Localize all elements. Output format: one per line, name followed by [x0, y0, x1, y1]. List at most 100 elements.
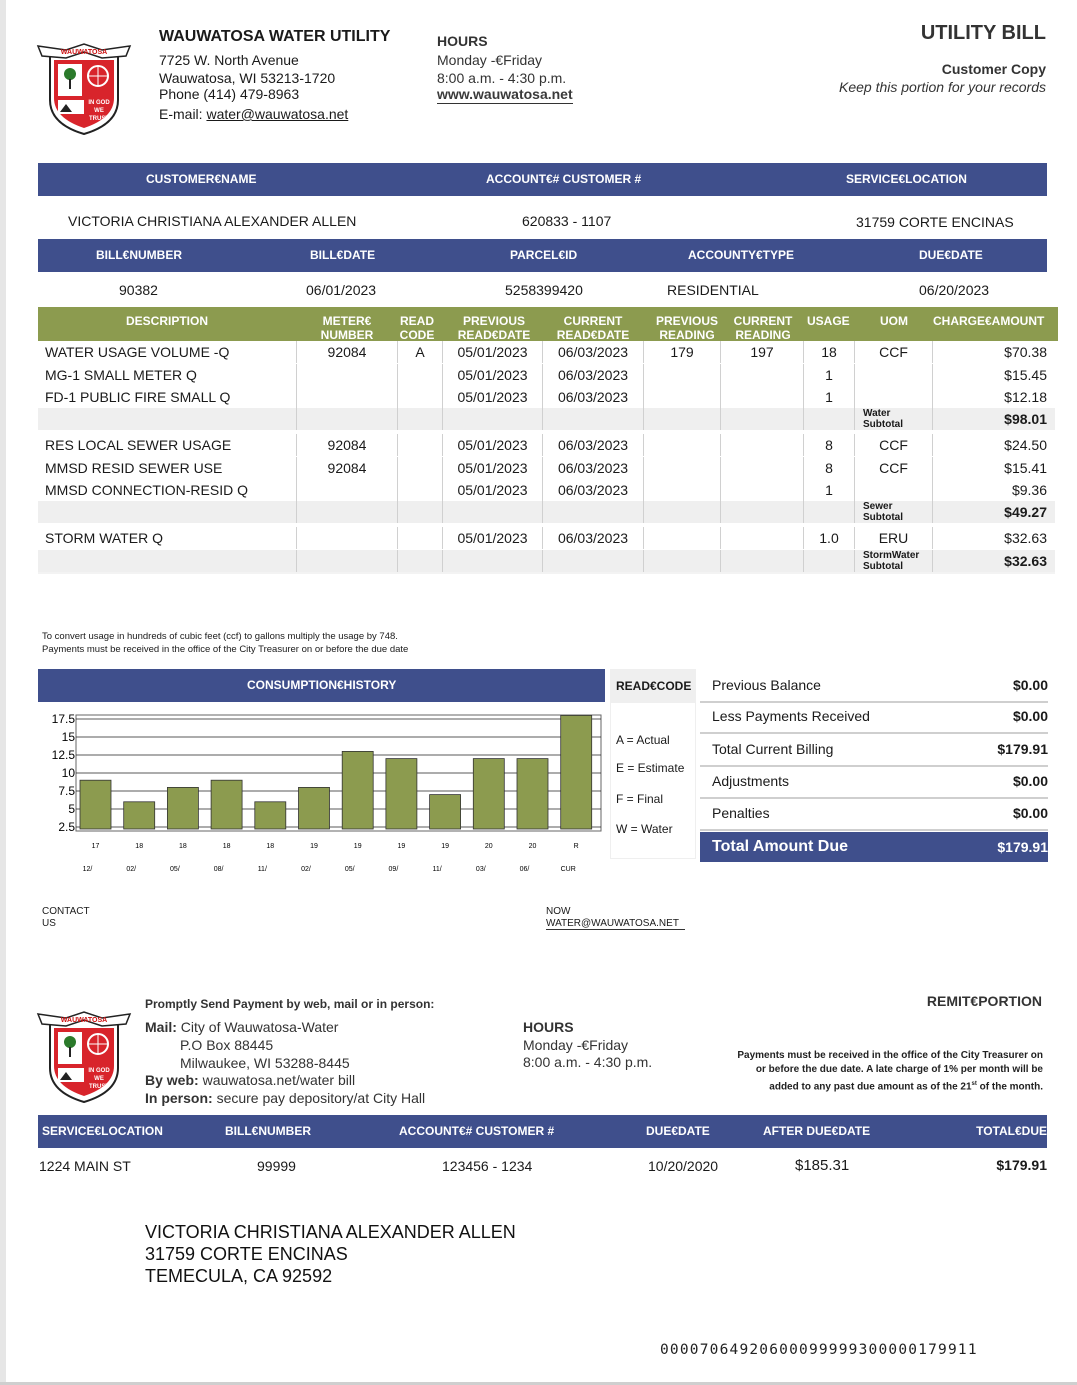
read-code-title: READ€CODE: [616, 679, 692, 693]
x-period-label: CUR: [561, 866, 576, 873]
current-billing-row: Total Current Billing $179.91: [700, 735, 1048, 767]
y-tick-label: 17.5: [52, 712, 76, 726]
contact-now-line: NOW: [546, 906, 571, 917]
prev-read-date-header: PREVIOUS READ€DATE: [454, 314, 534, 342]
remit-account-number: 123456 - 1234: [442, 1158, 533, 1174]
svg-text:WAUWATOSA: WAUWATOSA: [61, 49, 107, 56]
cell-amount: $98.01: [933, 408, 1055, 430]
adjustments-row: Adjustments $0.00: [700, 767, 1048, 799]
consumption-bar: [429, 794, 462, 830]
mail-line-1: City of Wauwatosa-Water: [180, 1019, 339, 1035]
parcel-id-header: PARCEL€ID: [510, 248, 578, 262]
x-year-label: 18: [135, 843, 143, 850]
cell-usage: 1: [804, 386, 855, 408]
account-number: 620833 - 1107: [522, 213, 612, 229]
cell-uom: Sewer Subtotal: [855, 501, 933, 523]
cell-curr: [543, 408, 644, 430]
bill-date: 06/01/2023: [306, 282, 377, 298]
adjustments-value: $0.00: [1012, 773, 1048, 789]
curr-reading-header: CURRENT READING: [730, 314, 796, 342]
cell-code: [398, 501, 443, 523]
due-date-header: DUE€DATE: [919, 248, 983, 262]
email-link[interactable]: water@wauwatosa.net: [206, 106, 349, 122]
cell-usage: [804, 408, 855, 430]
bill-info-bar: BILL€NUMBER BILL€DATE PARCEL€ID ACCOUNTY…: [38, 239, 1047, 272]
cell-amount: $12.18: [933, 386, 1055, 408]
payments-received-label: Less Payments Received: [712, 708, 870, 724]
previous-balance-value: $0.00: [1012, 677, 1048, 693]
cell-meter: [297, 550, 398, 572]
penalties-row: Penalties $0.00: [700, 799, 1048, 831]
cell-usage: 1: [804, 364, 855, 386]
remit-bill-number-header: BILL€NUMBER: [225, 1124, 311, 1138]
charge-row: FD-1 PUBLIC FIRE SMALL Q 05/01/2023 06/03/…: [38, 386, 1055, 408]
utility-email-row: E-mail: water@wauwatosa.net: [159, 106, 348, 123]
cell-prev: 05/01/2023: [443, 364, 543, 386]
remit-hours-days: Monday -€Friday: [523, 1037, 629, 1053]
utility-phone: Phone (414) 479-8963: [159, 86, 300, 102]
contact-email-link[interactable]: WATER@WAUWATOSA.NET: [546, 918, 685, 930]
remit-after-due-amount: $185.31: [795, 1157, 850, 1174]
consumption-chart: 17.5 15 12.5 10 7.5 5 2.5 17 12/18 02/18 05/18 08/1…: [38, 703, 605, 879]
y-tick-label: 15: [62, 730, 76, 744]
cell-prevr: [644, 386, 721, 408]
cell-currr: [721, 364, 804, 386]
read-code-panel: READ€CODE A = Actual E = Estimate F = Fi…: [610, 669, 696, 859]
service-location-header: SERVICE€LOCATION: [846, 172, 967, 186]
website-link[interactable]: www.wauwatosa.net: [437, 86, 573, 104]
cell-desc: [38, 501, 297, 523]
account-type: RESIDENTIAL: [667, 282, 759, 298]
x-period-label: 09/: [389, 866, 399, 873]
contact-us-label: CONTACT US: [42, 906, 90, 930]
remit-portion-title: REMIT€PORTION: [926, 993, 1042, 1009]
subtotal-label-2: Subtotal: [863, 419, 903, 430]
cell-desc: MG-1 SMALL METER Q: [38, 364, 297, 386]
cell-prev: 05/01/2023: [443, 434, 543, 456]
x-year-label: 19: [441, 843, 449, 850]
utility-name: WAUWATOSA WATER UTILITY: [159, 28, 391, 45]
y-tick-label: 10: [62, 766, 76, 780]
y-tick-label: 5: [68, 802, 75, 816]
x-year-label: 19: [354, 843, 362, 850]
web-label: By web:: [145, 1072, 199, 1088]
city-seal-logo: IN GOD WE TRUST WAUWATOSA: [36, 42, 132, 138]
cell-currr: [721, 550, 804, 572]
late-note-line-2: or before the due date. A late charge of…: [755, 1064, 1043, 1075]
cell-currr: [721, 434, 804, 456]
read-header-l1: READ: [399, 314, 434, 328]
x-period-label: 11/: [432, 866, 441, 873]
cell-currr: [721, 527, 804, 549]
cell-prevr: [644, 408, 721, 430]
late-note-sup: st: [971, 1081, 977, 1087]
payments-received-value: $0.00: [1012, 708, 1048, 724]
page-edge: [0, 0, 6, 1385]
web-row: By web: wauwatosa.net/water bill: [145, 1072, 355, 1089]
remit-service-location: 1224 MAIN ST: [39, 1158, 131, 1174]
customer-name-header: CUSTOMER€NAME: [146, 172, 257, 186]
cell-desc: STORM WATER Q: [38, 527, 297, 549]
x-year-label: 18: [223, 843, 231, 850]
cell-code: [398, 479, 443, 501]
consumption-bar: [385, 758, 418, 830]
late-charge-note: Payments must be received in the office …: [737, 1049, 1043, 1094]
consumption-bar: [516, 758, 549, 830]
cell-desc: [38, 408, 297, 430]
payments-received-row: Less Payments Received $0.00: [700, 702, 1048, 734]
cell-meter: 92084: [297, 341, 398, 363]
cell-meter: [297, 386, 398, 408]
mail-line-3: Milwaukee, WI 53288-8445: [180, 1055, 350, 1071]
cell-prev: 05/01/2023: [443, 457, 543, 479]
mailing-address: VICTORIA CHRISTIANA ALEXANDER ALLEN 3175…: [145, 1221, 516, 1287]
read-code-actual: A = Actual: [616, 733, 670, 747]
cell-prev: [443, 501, 543, 523]
remit-service-location-header: SERVICE€LOCATION: [42, 1124, 163, 1138]
cell-amount: $70.38: [933, 341, 1055, 363]
cell-currr: [721, 386, 804, 408]
cell-curr: [543, 501, 644, 523]
late-note-line-3a: added to any past due amount as of the 2…: [769, 1081, 972, 1093]
cell-curr: 06/03/2023: [543, 364, 644, 386]
mail-line-2: P.O Box 88445: [180, 1037, 274, 1053]
cell-desc: MMSD CONNECTION-RESID Q: [38, 479, 297, 501]
late-note-line-1: Payments must be received in the office …: [737, 1050, 1043, 1061]
in-person-label: In person:: [145, 1090, 213, 1106]
